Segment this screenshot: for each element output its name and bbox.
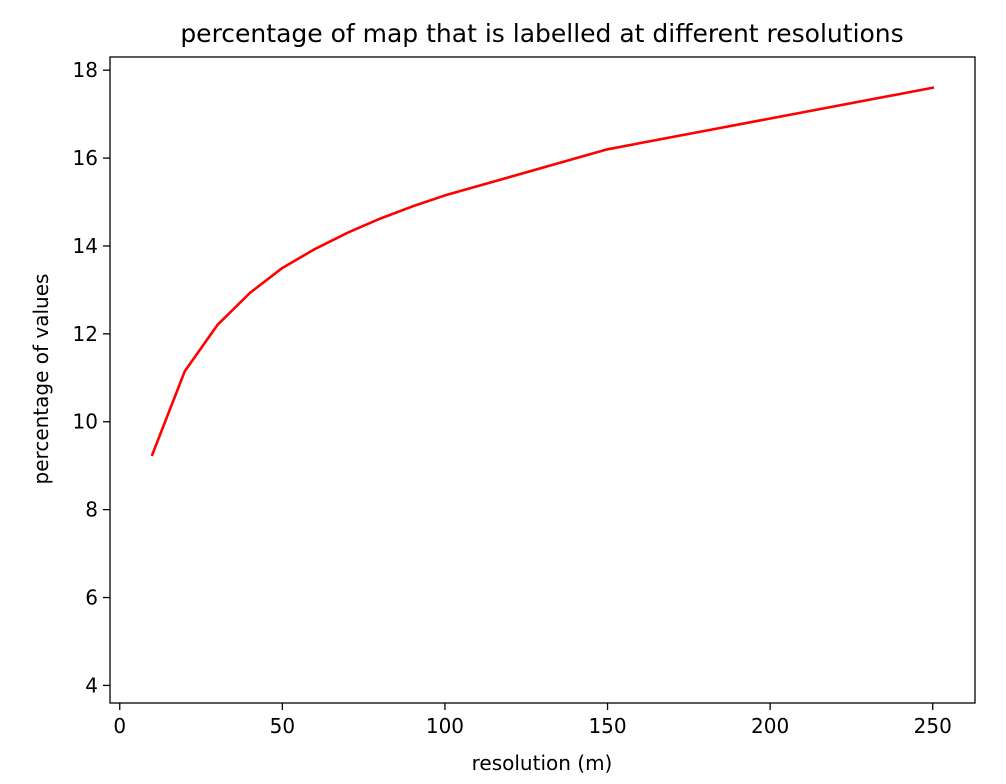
x-tick-label: 0 bbox=[113, 714, 126, 738]
plot-frame bbox=[109, 56, 976, 704]
x-tick-label: 150 bbox=[588, 714, 626, 738]
x-tick-label: 100 bbox=[426, 714, 464, 738]
x-tick-label: 200 bbox=[751, 714, 789, 738]
y-tick-label: 12 bbox=[73, 322, 98, 346]
x-tick-label: 50 bbox=[270, 714, 295, 738]
y-tick-label: 6 bbox=[85, 586, 98, 610]
x-axis-label: resolution (m) bbox=[472, 751, 613, 775]
y-tick-label: 10 bbox=[73, 410, 98, 434]
x-tick-label: 250 bbox=[914, 714, 952, 738]
series-line bbox=[150, 86, 935, 457]
plot-area: 0 50 100 150 200 250 4 6 8 10 12 14 16 18 bbox=[73, 56, 976, 738]
y-tick-label: 4 bbox=[85, 673, 98, 697]
y-tick-label: 16 bbox=[73, 146, 98, 170]
y-axis-label: percentage of values bbox=[29, 274, 53, 485]
chart-title: percentage of map that is labelled at di… bbox=[180, 19, 903, 48]
y-tick-label: 8 bbox=[85, 498, 98, 522]
y-tick-label: 18 bbox=[73, 58, 98, 82]
y-tick-label: 14 bbox=[73, 234, 98, 258]
